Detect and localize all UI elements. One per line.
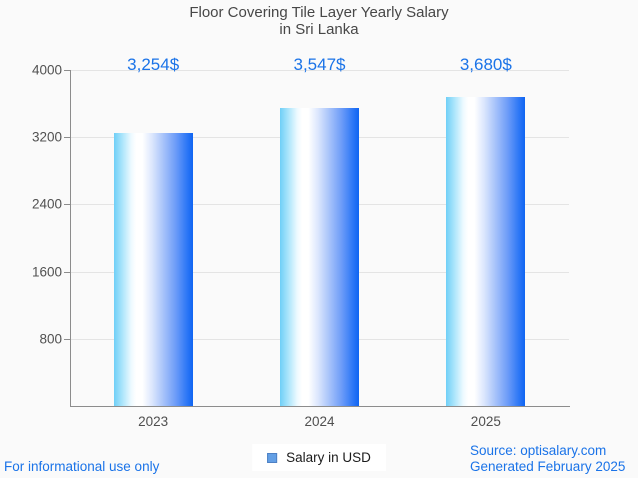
y-axis-tick bbox=[64, 137, 70, 139]
chart-title-line2: in Sri Lanka bbox=[279, 21, 359, 38]
y-axis-label: 800 bbox=[39, 331, 62, 347]
legend-swatch-icon bbox=[267, 452, 278, 463]
source-block: Source: optisalary.com Generated Februar… bbox=[470, 443, 625, 475]
y-axis-tick bbox=[64, 70, 70, 71]
y-axis-label: 4000 bbox=[31, 62, 62, 78]
bar-2024 bbox=[280, 108, 359, 406]
legend-label: Salary in USD bbox=[286, 450, 371, 465]
plot-area bbox=[70, 70, 569, 406]
y-axis-label: 3200 bbox=[31, 129, 62, 145]
legend: Salary in USD bbox=[252, 444, 386, 471]
x-axis-label: 2023 bbox=[138, 414, 169, 429]
bar-2023 bbox=[113, 132, 193, 406]
bar-value-label: 3,680$ bbox=[459, 55, 512, 74]
x-axis-label: 2025 bbox=[470, 414, 501, 429]
bar-value-label: 3,254$ bbox=[127, 55, 180, 74]
source-text: Source: optisalary.com bbox=[470, 443, 607, 458]
chart-title-line1: Floor Covering Tile Layer Yearly Salary bbox=[189, 4, 449, 21]
y-axis-label: 1600 bbox=[31, 264, 62, 280]
bar-2025 bbox=[446, 96, 526, 406]
y-axis-label: 2400 bbox=[31, 196, 62, 212]
y-axis-line bbox=[70, 70, 71, 407]
y-axis-tick bbox=[64, 338, 70, 340]
y-axis-tick bbox=[64, 204, 70, 206]
generated-text: Generated February 2025 bbox=[470, 459, 626, 474]
bar-value-label: 3,547$ bbox=[293, 55, 346, 74]
gridline bbox=[70, 70, 569, 71]
x-axis-label: 2024 bbox=[304, 414, 335, 429]
disclaimer-text: For informational use only bbox=[4, 459, 160, 474]
x-axis-line bbox=[70, 406, 570, 407]
y-axis-tick bbox=[64, 271, 70, 273]
chart-title: Floor Covering Tile Layer Yearly Salary … bbox=[0, 4, 638, 38]
